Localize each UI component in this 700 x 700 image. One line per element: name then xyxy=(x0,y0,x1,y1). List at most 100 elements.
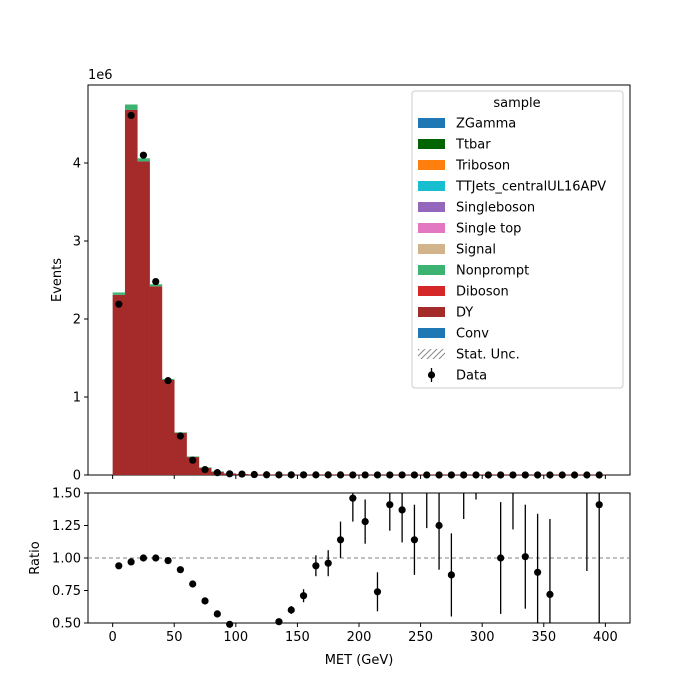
ratio-x-tick-label-7: 350 xyxy=(531,630,556,645)
bar-nonprompt-3 xyxy=(149,284,163,287)
y-scale-label: 1e6 xyxy=(88,68,113,83)
ratio-point-10 xyxy=(275,618,283,626)
legend-swatch-single-top xyxy=(418,223,445,233)
ratio-point-9 xyxy=(226,620,234,628)
data-point-31 xyxy=(497,471,505,479)
ratio-point-33 xyxy=(595,501,603,509)
data-point-37 xyxy=(570,471,579,479)
data-point-33 xyxy=(521,471,529,479)
data-point-35 xyxy=(546,471,554,479)
ratio-point-3 xyxy=(152,554,160,562)
legend-frame xyxy=(411,90,624,389)
data-point-2 xyxy=(139,151,148,159)
data-point-32 xyxy=(509,471,517,479)
ratio-y-tick-label-2: 1.00 xyxy=(52,552,81,567)
y-axis-label-events: Events xyxy=(50,258,65,302)
ratio-point-11 xyxy=(287,606,295,614)
ratio-point-0 xyxy=(115,562,123,570)
ratio-point-4 xyxy=(164,557,172,565)
ratio-x-tick-label-1: 50 xyxy=(166,630,183,645)
ratio-y-tick-label-4: 1.50 xyxy=(52,487,81,502)
data-point-8 xyxy=(213,469,221,477)
bar-dy-1 xyxy=(124,109,138,476)
data-point-4 xyxy=(164,377,172,385)
x-axis-label-met: MET (GeV) xyxy=(325,653,394,668)
legend-label-stat-unc-: Stat. Unc. xyxy=(456,348,520,363)
legend-label-diboson: Diboson xyxy=(456,285,509,300)
data-point-30 xyxy=(484,471,492,479)
data-point-13 xyxy=(275,471,283,479)
bar-dy-4 xyxy=(161,379,175,475)
ratio-point-29 xyxy=(521,553,529,561)
data-point-19 xyxy=(349,471,357,479)
bar-dy-3 xyxy=(149,286,163,475)
ratio-point-5 xyxy=(176,566,184,574)
legend-label-single-top: Single top xyxy=(456,222,521,237)
legend-swatch-ttjets-centralul16apv xyxy=(418,181,445,191)
ratio-point-1 xyxy=(127,558,135,566)
ratio-x-tick-label-0: 0 xyxy=(108,630,116,645)
main-y-ticks: 0 1 2 3 4 xyxy=(73,157,88,484)
ratio-x-tick-label-3: 150 xyxy=(285,630,310,645)
legend-label-ttbar: Ttbar xyxy=(455,138,491,153)
legend-swatch-signal xyxy=(418,244,445,254)
legend-label-ttjets-centralul16apv: TTJets_centralUL16APV xyxy=(455,180,606,195)
data-point-17 xyxy=(324,471,332,479)
main-x-ticks xyxy=(112,475,606,479)
data-point-9 xyxy=(226,470,234,478)
ratio-panel: 0.50 0.75 1.00 1.25 1.50 0 50 100 150 200 250 300 3… xyxy=(28,487,631,668)
data-point-22 xyxy=(386,471,394,479)
ratio-point-7 xyxy=(201,597,209,605)
ratio-y-tick-label-0: 0.50 xyxy=(52,617,81,632)
legend-swatch-nonprompt xyxy=(418,265,445,275)
ratio-point-2 xyxy=(139,554,148,562)
ratio-y-tick-label-1: 0.75 xyxy=(52,584,81,599)
data-point-29 xyxy=(472,471,480,479)
bar-nonprompt-0 xyxy=(112,292,126,295)
data-point-10 xyxy=(238,470,246,478)
legend-title: sample xyxy=(493,96,540,111)
data-point-34 xyxy=(534,471,542,479)
main-y-tick-label-4: 4 xyxy=(73,157,81,172)
ratio-y-tick-label-3: 1.25 xyxy=(52,519,81,534)
data-point-7 xyxy=(201,465,209,474)
legend-swatch-triboson xyxy=(418,160,445,170)
ratio-x-tick-label-8: 400 xyxy=(593,630,618,645)
legend-swatch-stat-unc- xyxy=(418,349,445,359)
legend-label-triboson: Triboson xyxy=(455,159,510,174)
ratio-point-12 xyxy=(299,592,308,600)
legend: sample ZGamma Ttbar Triboson TTJets_central… xyxy=(411,90,624,389)
data-point-39 xyxy=(595,471,603,479)
ratio-point-21 xyxy=(410,536,419,544)
ratio-x-ticks: 0 50 100 150 200 250 300 350 400 xyxy=(108,623,618,645)
legend-label-conv: Conv xyxy=(456,327,489,342)
data-point-1 xyxy=(127,111,135,120)
ratio-point-24 xyxy=(447,571,455,579)
data-point-27 xyxy=(447,471,455,479)
legend-label-signal: Signal xyxy=(456,243,496,258)
legend-entries: ZGamma Ttbar Triboson TTJets_centralUL16APV… xyxy=(418,117,606,384)
data-point-3 xyxy=(152,277,160,286)
main-y-tick-label-1: 1 xyxy=(73,391,81,406)
legend-label-singleboson: Singleboson xyxy=(456,201,535,216)
ratio-y-ticks: 0.50 0.75 1.00 1.25 1.50 xyxy=(52,487,88,632)
main-y-tick-label-3: 3 xyxy=(73,235,81,250)
bar-nonprompt-2 xyxy=(137,158,150,162)
ratio-point-23 xyxy=(435,521,443,530)
data-point-26 xyxy=(435,471,443,479)
legend-swatch-conv xyxy=(418,328,445,338)
main-y-tick-label-0: 0 xyxy=(73,469,81,484)
ratio-x-tick-label-5: 250 xyxy=(408,630,433,645)
legend-swatch-diboson xyxy=(418,286,445,296)
legend-swatch-zgamma xyxy=(418,118,445,128)
legend-label-dy: DY xyxy=(456,306,473,321)
bar-nonprompt-1 xyxy=(124,104,138,110)
ratio-point-19 xyxy=(386,501,394,509)
ratio-point-13 xyxy=(312,562,320,570)
ratio-point-6 xyxy=(189,580,197,588)
data-point-24 xyxy=(410,471,419,479)
data-points-main xyxy=(115,111,603,479)
data-point-38 xyxy=(583,471,591,479)
legend-label-nonprompt: Nonprompt xyxy=(456,264,529,279)
